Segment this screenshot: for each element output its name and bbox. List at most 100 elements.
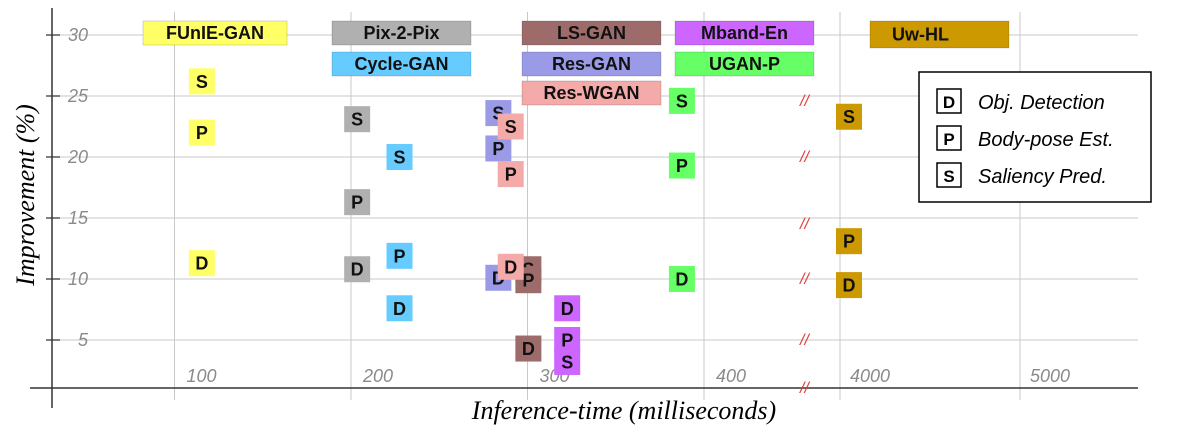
legend-entry-label: Obj. Detection bbox=[978, 92, 1105, 114]
banner-ls-gan: LS-GAN bbox=[521, 20, 662, 46]
point-marker bbox=[386, 295, 413, 322]
point-label: S bbox=[561, 352, 573, 372]
point-marker bbox=[344, 189, 371, 216]
point-label: D bbox=[561, 299, 574, 319]
legend-key-box bbox=[936, 125, 962, 151]
y-axis-label: Improvement (%) bbox=[11, 104, 40, 287]
point-marker bbox=[836, 272, 862, 299]
point-label: P bbox=[505, 165, 517, 185]
point-label: S bbox=[196, 72, 208, 92]
point-marker bbox=[836, 103, 862, 130]
x-tick-label: 5000 bbox=[1030, 366, 1070, 386]
banner-label: Cycle-GAN bbox=[354, 54, 448, 74]
point-cycle-gan-p: P bbox=[386, 242, 413, 269]
point-res-wgan-p: P bbox=[497, 161, 524, 188]
point-uw-hl-p: P bbox=[836, 228, 862, 255]
point-marker bbox=[836, 228, 862, 255]
x-tick-label: 100 bbox=[187, 366, 217, 386]
banner-label: LS-GAN bbox=[557, 23, 626, 43]
point-marker bbox=[497, 113, 524, 140]
point-mband-en-d: D bbox=[554, 295, 581, 322]
point-marker bbox=[386, 242, 413, 269]
banner-swatch bbox=[521, 20, 662, 46]
point-label: S bbox=[394, 148, 406, 168]
point-ls-gan-p: P bbox=[515, 267, 542, 294]
point-uw-hl-s: S bbox=[836, 103, 862, 130]
banner-label: Uw-HL bbox=[892, 25, 949, 45]
banner-mband-en: Mband-En bbox=[674, 20, 815, 46]
y-tick-label: 30 bbox=[68, 25, 88, 45]
point-marker bbox=[188, 68, 215, 95]
point-marker bbox=[485, 135, 512, 162]
axis-break-mark: // bbox=[799, 271, 810, 288]
banner-swatch bbox=[869, 20, 1010, 49]
banner-uw-hl: Uw-HL bbox=[869, 20, 1010, 49]
point-cycle-gan-d: D bbox=[386, 295, 413, 322]
point-marker bbox=[386, 144, 413, 170]
point-uw-hl-d: D bbox=[836, 272, 862, 299]
point-label: S bbox=[351, 110, 363, 130]
banner-funie-gan: FUnIE-GAN bbox=[142, 20, 288, 46]
point-marker bbox=[668, 152, 695, 179]
point-funie-gan-p: P bbox=[188, 119, 215, 146]
legend-entry-d: D Obj. Detection bbox=[936, 88, 1105, 114]
x-tick-label: 400 bbox=[716, 366, 746, 386]
legend-key-box bbox=[936, 162, 962, 188]
banner-label: Mband-En bbox=[701, 23, 788, 43]
axis-break-mark: // bbox=[799, 380, 810, 397]
point-label: P bbox=[196, 123, 208, 143]
point-label: S bbox=[676, 91, 688, 111]
point-ugan-p-s: S bbox=[668, 87, 695, 114]
banner-swatch bbox=[521, 80, 662, 106]
legend-key-letter: P bbox=[943, 130, 954, 149]
y-tick-label: 15 bbox=[68, 208, 89, 228]
point-marker bbox=[554, 327, 581, 353]
banner-swatch bbox=[331, 51, 472, 77]
point-mband-en-s: S bbox=[554, 348, 581, 375]
y-tick-label: 10 bbox=[68, 269, 88, 289]
point-marker bbox=[497, 253, 524, 280]
point-marker bbox=[188, 119, 215, 146]
point-mband-en-p: P bbox=[554, 327, 581, 353]
axis-break-mark: // bbox=[799, 93, 810, 110]
banner-cycle-gan: Cycle-GAN bbox=[331, 51, 472, 77]
point-pix-2-pix-s: S bbox=[344, 106, 371, 133]
point-label: S bbox=[843, 107, 855, 127]
point-label: P bbox=[561, 331, 573, 351]
point-marker bbox=[344, 106, 371, 133]
legend-entry-label: Body-pose Est. bbox=[978, 129, 1114, 151]
banner-ugan-p: UGAN-P bbox=[674, 51, 815, 77]
point-label: P bbox=[394, 246, 406, 266]
axis-break-mark: // bbox=[799, 216, 810, 233]
point-marker bbox=[554, 295, 581, 322]
point-label: D bbox=[351, 260, 364, 280]
point-label: D bbox=[843, 276, 856, 296]
banner-pix-2-pix: Pix-2-Pix bbox=[331, 20, 472, 46]
banner-swatch bbox=[142, 20, 288, 46]
point-label: P bbox=[351, 193, 363, 213]
point-label: S bbox=[505, 117, 517, 137]
point-ugan-p-p: P bbox=[668, 152, 695, 179]
point-marker bbox=[188, 250, 215, 277]
legend-entry-p: P Body-pose Est. bbox=[936, 125, 1114, 151]
point-marker bbox=[497, 161, 524, 188]
axis-break-mark: // bbox=[799, 149, 810, 166]
banner-label: Res-WGAN bbox=[543, 83, 639, 103]
point-ugan-p-d: D bbox=[668, 266, 695, 292]
point-res-wgan-s: S bbox=[497, 113, 524, 140]
point-marker bbox=[668, 87, 695, 114]
point-funie-gan-d: D bbox=[188, 250, 215, 277]
legend-key-letter: D bbox=[943, 93, 955, 112]
banner-swatch bbox=[674, 51, 815, 77]
banner-label: UGAN-P bbox=[709, 54, 780, 74]
point-marker bbox=[668, 266, 695, 292]
banner-swatch bbox=[674, 20, 815, 46]
point-label: P bbox=[492, 139, 504, 159]
point-res-wgan-d: D bbox=[497, 253, 524, 280]
x-tick-label: 200 bbox=[362, 366, 393, 386]
point-label: P bbox=[843, 232, 855, 252]
data-marks: SPDSPDSPDSPDSPDSPDDPSSPDSPD bbox=[188, 68, 862, 375]
model-banners: FUnIE-GAN Pix-2-Pix Cycle-GAN LS-GAN Res-GAN… bbox=[142, 20, 1010, 106]
axis-break-mark: // bbox=[799, 332, 810, 349]
